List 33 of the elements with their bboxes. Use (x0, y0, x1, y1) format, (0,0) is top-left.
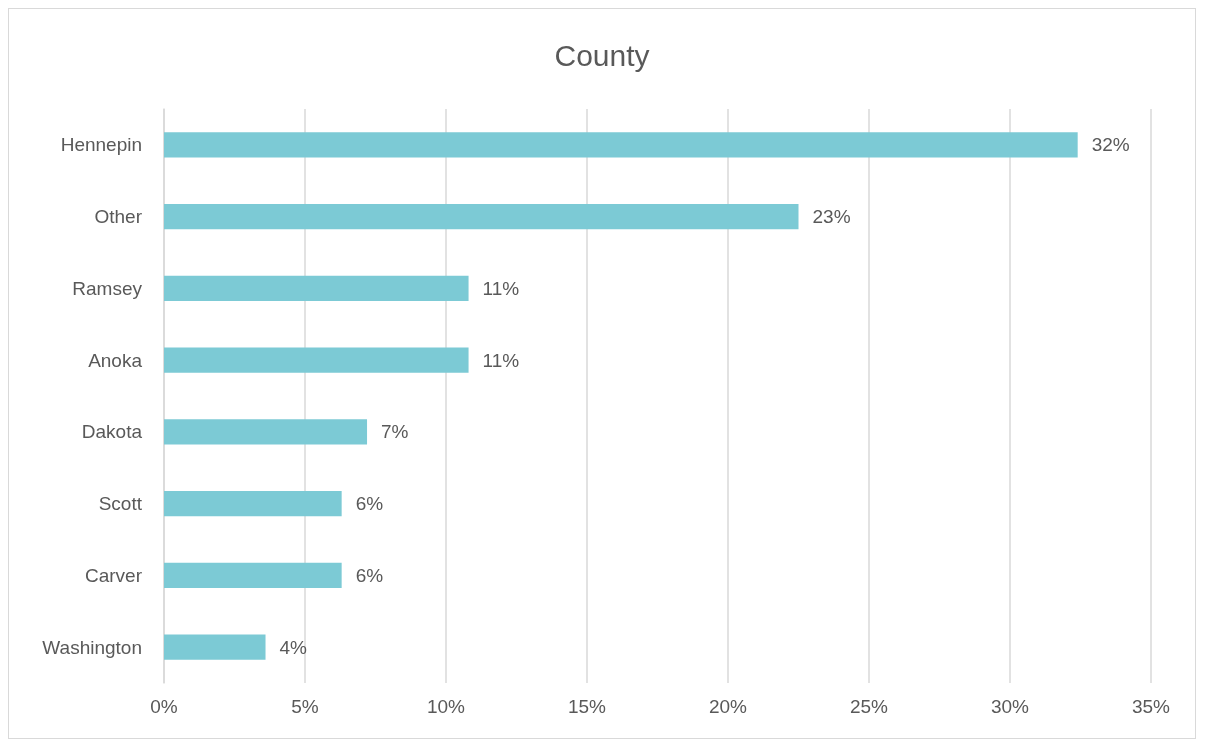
bar (164, 491, 342, 517)
y-tick-label: Washington (42, 636, 142, 658)
data-label: 11% (482, 277, 520, 299)
x-tick-label: 15% (567, 696, 607, 717)
bar (164, 275, 469, 301)
bar (164, 562, 342, 588)
x-tick-label: 20% (708, 696, 748, 717)
y-tick-label: Anoka (88, 349, 143, 371)
data-label: 6% (355, 564, 384, 586)
y-tick-label: Dakota (81, 421, 143, 443)
data-label: 6% (355, 493, 384, 515)
y-tick-label: Other (94, 206, 143, 228)
data-label: 32% (1091, 134, 1130, 156)
bar (164, 347, 469, 373)
data-label: 11% (482, 349, 520, 371)
bar (164, 132, 1078, 158)
bar (164, 419, 368, 445)
data-label: 4% (279, 636, 308, 658)
data-label: 23% (812, 206, 851, 228)
y-tick-label: Scott (98, 493, 143, 515)
y-tick-label: Hennepin (60, 134, 142, 156)
y-tick-label: Carver (84, 564, 143, 586)
x-tick-label: 30% (990, 696, 1030, 717)
x-tick-label: 35% (1131, 696, 1171, 717)
x-tick-label: 5% (291, 696, 319, 717)
y-tick-label: Ramsey (72, 277, 143, 299)
x-tick-label: 0% (150, 696, 178, 717)
bar (164, 204, 799, 230)
data-label: 7% (381, 421, 409, 443)
x-tick-label: 25% (849, 696, 889, 717)
chart-title: County (554, 38, 650, 72)
x-tick-label: 10% (426, 696, 466, 717)
bar (164, 634, 266, 660)
